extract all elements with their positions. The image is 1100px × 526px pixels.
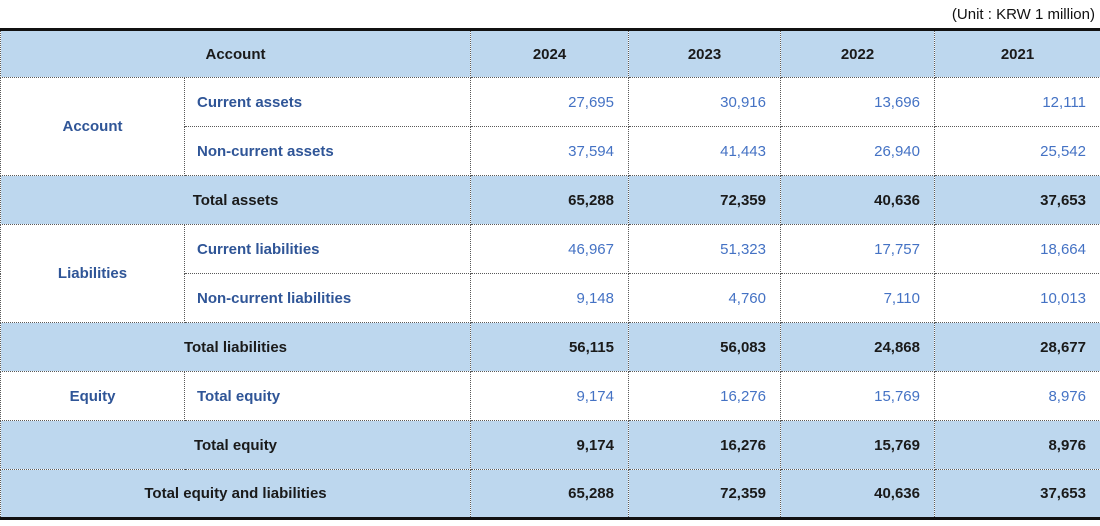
row-total-liabilities: Total liabilities 56,115 56,083 24,868 2… — [0, 322, 1100, 372]
value-cell: 41,443 — [628, 126, 781, 176]
value-cell: 10,013 — [934, 273, 1100, 323]
value-cell: 56,115 — [470, 322, 629, 372]
header-year-2022: 2022 — [780, 29, 935, 78]
value-cell: 18,664 — [934, 224, 1100, 274]
value-cell: 65,288 — [470, 175, 629, 225]
header-row: Account 2024 2023 2022 2021 — [0, 29, 1100, 78]
row-label-non-current-assets: Non-current assets — [184, 126, 471, 176]
row-total-equity: Total equity 9,174 16,276 15,769 8,976 — [0, 420, 1100, 470]
value-cell: 25,542 — [934, 126, 1100, 176]
value-cell: 16,276 — [628, 420, 781, 470]
row-current-liabilities: Liabilities Current liabilities 46,967 5… — [0, 224, 1100, 323]
value-cell: 72,359 — [628, 469, 781, 519]
value-cell: 65,288 — [470, 469, 629, 519]
value-cell: 72,359 — [628, 175, 781, 225]
value-cell: 9,148 — [470, 273, 629, 323]
value-cell: 8,976 — [934, 371, 1100, 421]
value-cell: 27,695 — [470, 77, 629, 127]
row-label-total-equity-item: Total equity — [184, 371, 471, 421]
row-label-total-equity: Total equity — [0, 420, 471, 470]
row-current-assets: Account Current assets 27,695 30,916 13,… — [0, 77, 1100, 176]
value-cell: 46,967 — [470, 224, 629, 274]
value-cell: 7,110 — [780, 273, 935, 323]
value-cell: 56,083 — [628, 322, 781, 372]
financial-position-table: Account 2024 2023 2022 2021 Account Curr… — [0, 28, 1100, 520]
value-cell: 12,111 — [934, 77, 1100, 127]
row-label-non-current-liabilities: Non-current liabilities — [184, 273, 471, 323]
header-account: Account — [0, 29, 471, 78]
header-year-2024: 2024 — [470, 29, 629, 78]
value-cell: 28,677 — [934, 322, 1100, 372]
value-cell: 37,653 — [934, 469, 1100, 519]
group-label-account: Account — [0, 77, 185, 176]
row-label-total-liabilities: Total liabilities — [0, 322, 471, 372]
group-label-equity: Equity — [0, 371, 185, 421]
value-cell: 26,940 — [780, 126, 935, 176]
row-non-current-assets: Non-current assets 37,594 41,443 26,940 … — [1, 126, 1100, 176]
value-cell: 30,916 — [628, 77, 781, 127]
row-label-total-assets: Total assets — [0, 175, 471, 225]
row-total-equity-and-liabilities: Total equity and liabilities 65,288 72,3… — [0, 469, 1100, 519]
row-label-current-assets: Current assets — [184, 77, 471, 127]
value-cell: 51,323 — [628, 224, 781, 274]
header-year-2021: 2021 — [934, 29, 1100, 78]
row-total-assets: Total assets 65,288 72,359 40,636 37,653 — [0, 175, 1100, 225]
row-total-equity-item: Equity Total equity 9,174 16,276 15,769 … — [0, 371, 1100, 421]
value-cell: 15,769 — [780, 371, 935, 421]
value-cell: 37,594 — [470, 126, 629, 176]
value-cell: 16,276 — [628, 371, 781, 421]
value-cell: 40,636 — [780, 175, 935, 225]
value-cell: 4,760 — [628, 273, 781, 323]
row-label-total-equity-and-liabilities: Total equity and liabilities — [0, 469, 471, 519]
row-non-current-liabilities: Non-current liabilities 9,148 4,760 7,11… — [1, 273, 1100, 323]
value-cell: 17,757 — [780, 224, 935, 274]
row-label-current-liabilities: Current liabilities — [184, 224, 471, 274]
header-year-2023: 2023 — [628, 29, 781, 78]
value-cell: 24,868 — [780, 322, 935, 372]
value-cell: 8,976 — [934, 420, 1100, 470]
value-cell: 37,653 — [934, 175, 1100, 225]
value-cell: 9,174 — [470, 420, 629, 470]
value-cell: 13,696 — [780, 77, 935, 127]
value-cell: 40,636 — [780, 469, 935, 519]
group-label-liabilities: Liabilities — [0, 224, 185, 323]
unit-label: (Unit : KRW 1 million) — [951, 5, 1095, 23]
value-cell: 9,174 — [470, 371, 629, 421]
value-cell: 15,769 — [780, 420, 935, 470]
